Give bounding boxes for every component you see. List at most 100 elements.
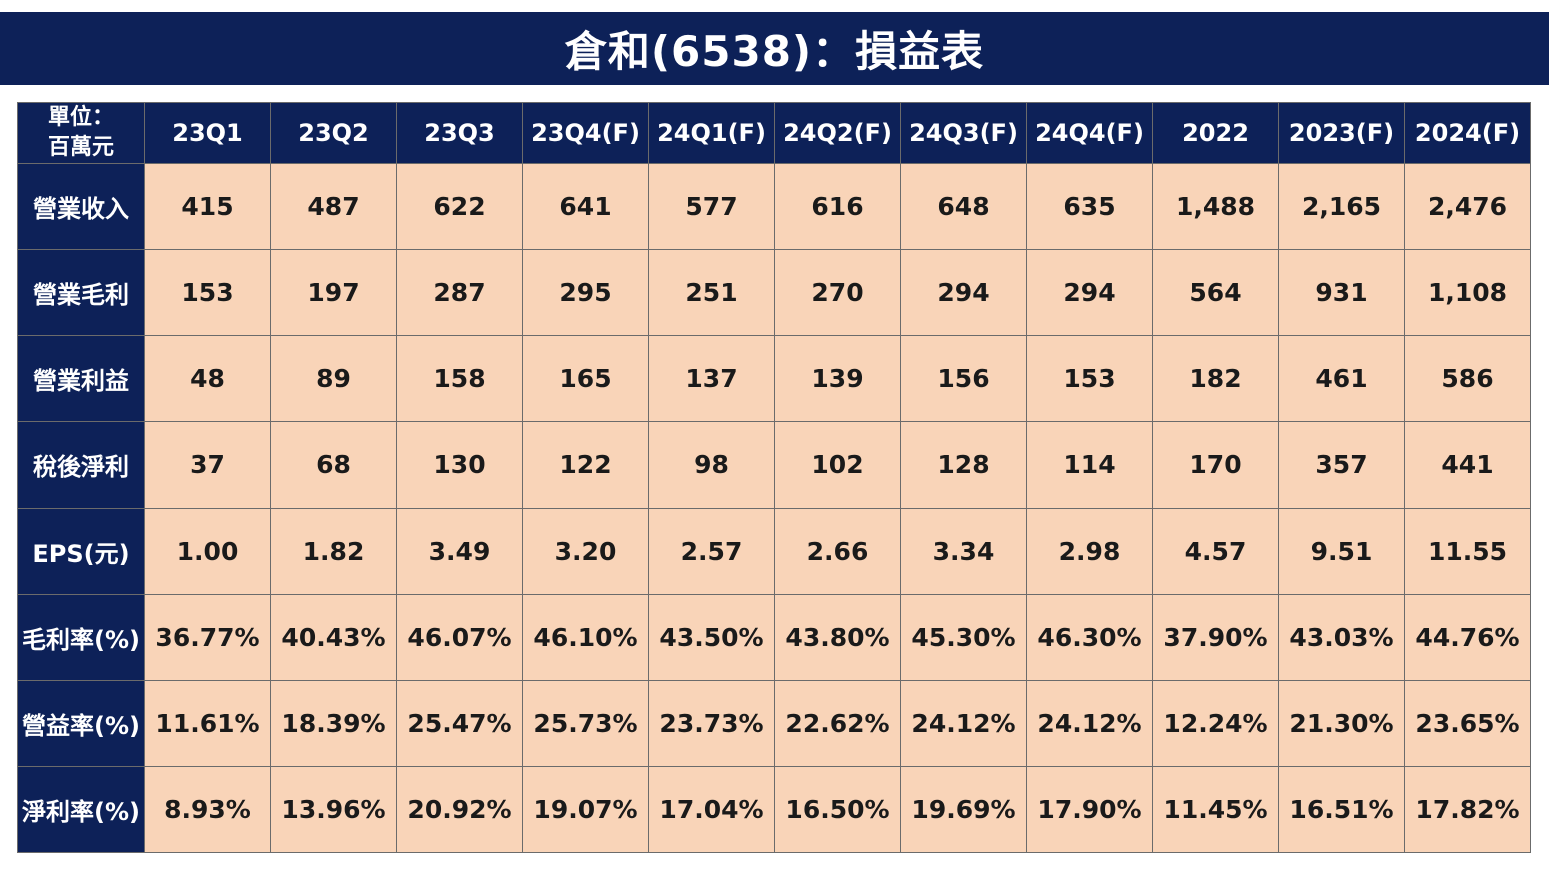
table-cell: 43.80%: [774, 593, 901, 681]
column-header: 23Q2: [270, 102, 397, 164]
table-cell: 170: [1152, 421, 1279, 509]
table-cell: 43.50%: [648, 593, 775, 681]
table-cell: 165: [522, 335, 649, 423]
table-cell: 3.20: [522, 507, 649, 595]
table-cell: 11.45%: [1152, 765, 1279, 854]
table-cell: 616: [774, 162, 901, 251]
table-cell: 931: [1278, 249, 1405, 337]
table-cell: 19.07%: [522, 765, 649, 854]
column-header: 24Q1(F): [648, 102, 775, 164]
table-cell: 114: [1026, 421, 1153, 509]
unit-label-line2: 百萬元: [47, 135, 114, 160]
table-cell: 44.76%: [1404, 593, 1531, 681]
table-cell: 641: [522, 162, 649, 251]
table-cell: 635: [1026, 162, 1153, 251]
table-cell: 17.82%: [1404, 765, 1531, 854]
table-cell: 1,488: [1152, 162, 1279, 251]
table-cell: 287: [396, 249, 523, 337]
table-cell: 4.57: [1152, 507, 1279, 595]
table-cell: 18.39%: [270, 679, 397, 767]
table-cell: 197: [270, 249, 397, 337]
table-cell: 17.04%: [648, 765, 775, 854]
table-cell: 1.00: [144, 507, 271, 595]
table-cell: 21.30%: [1278, 679, 1405, 767]
table-cell: 153: [1026, 335, 1153, 423]
table-cell: 441: [1404, 421, 1531, 509]
row-label: EPS(元): [17, 507, 145, 595]
table-cell: 11.55: [1404, 507, 1531, 595]
table-cell: 46.10%: [522, 593, 649, 681]
table-cell: 25.47%: [396, 679, 523, 767]
table-cell: 19.69%: [900, 765, 1027, 854]
table-cell: 586: [1404, 335, 1531, 423]
table-cell: 622: [396, 162, 523, 251]
table-row: EPS(元) 1.00 1.82 3.49 3.20 2.57 2.66 3.34 2.98 4.…: [17, 507, 1531, 595]
row-label: 營益率(%): [17, 679, 145, 767]
column-header: 24Q3(F): [900, 102, 1027, 164]
table-cell: 2.66: [774, 507, 901, 595]
table-cell: 13.96%: [270, 765, 397, 854]
table-cell: 251: [648, 249, 775, 337]
row-label: 稅後淨利: [17, 421, 145, 509]
table-row: 營益率(%) 11.61% 18.39% 25.47% 25.73% 23.73% 22.6…: [17, 679, 1531, 767]
table-row: 淨利率(%) 8.93% 13.96% 20.92% 19.07% 17.04% 16.50…: [17, 765, 1531, 854]
page-title: 倉和(6538)：損益表: [0, 12, 1549, 85]
table-cell: 17.90%: [1026, 765, 1153, 854]
table-cell: 43.03%: [1278, 593, 1405, 681]
table-cell: 48: [144, 335, 271, 423]
table-cell: 2,476: [1404, 162, 1531, 251]
table-cell: 89: [270, 335, 397, 423]
table-cell: 37.90%: [1152, 593, 1279, 681]
column-header: 2022: [1152, 102, 1279, 164]
table-cell: 2.57: [648, 507, 775, 595]
table-header-row: 單位： 百萬元 23Q1 23Q2 23Q3 23Q4(F) 24Q1(F) 24Q2(F…: [17, 102, 1531, 164]
column-header: 24Q4(F): [1026, 102, 1153, 164]
table-cell: 156: [900, 335, 1027, 423]
table-cell: 16.51%: [1278, 765, 1405, 854]
table-cell: 3.49: [396, 507, 523, 595]
table-cell: 270: [774, 249, 901, 337]
table-cell: 295: [522, 249, 649, 337]
table-cell: 22.62%: [774, 679, 901, 767]
table-cell: 8.93%: [144, 765, 271, 854]
column-header: 2024(F): [1404, 102, 1531, 164]
table-cell: 11.61%: [144, 679, 271, 767]
table-cell: 24.12%: [1026, 679, 1153, 767]
table-cell: 102: [774, 421, 901, 509]
table-cell: 98: [648, 421, 775, 509]
table-cell: 182: [1152, 335, 1279, 423]
table-cell: 137: [648, 335, 775, 423]
table-cell: 357: [1278, 421, 1405, 509]
table-cell: 45.30%: [900, 593, 1027, 681]
column-header: 23Q1: [144, 102, 271, 164]
table-cell: 564: [1152, 249, 1279, 337]
table-cell: 9.51: [1278, 507, 1405, 595]
table-cell: 294: [1026, 249, 1153, 337]
table-row: 毛利率(%) 36.77% 40.43% 46.07% 46.10% 43.50% 43.8…: [17, 593, 1531, 681]
row-label: 淨利率(%): [17, 765, 145, 854]
table-cell: 12.24%: [1152, 679, 1279, 767]
table-cell: 25.73%: [522, 679, 649, 767]
row-label: 營業收入: [17, 162, 145, 251]
table-cell: 415: [144, 162, 271, 251]
table-cell: 128: [900, 421, 1027, 509]
table-cell: 46.07%: [396, 593, 523, 681]
table-cell: 2.98: [1026, 507, 1153, 595]
table-cell: 648: [900, 162, 1027, 251]
column-header: 23Q3: [396, 102, 523, 164]
table-cell: 23.73%: [648, 679, 775, 767]
table-cell: 577: [648, 162, 775, 251]
unit-label-line1: 單位：: [47, 105, 114, 130]
table-body: 營業收入 415 487 622 641 577 616 648 635 1,488 2,165 2,…: [17, 162, 1531, 854]
table-cell: 487: [270, 162, 397, 251]
column-header: 24Q2(F): [774, 102, 901, 164]
table-cell: 20.92%: [396, 765, 523, 854]
table-cell: 36.77%: [144, 593, 271, 681]
table-cell: 158: [396, 335, 523, 423]
table-cell: 1,108: [1404, 249, 1531, 337]
table-cell: 46.30%: [1026, 593, 1153, 681]
income-statement-table: 單位： 百萬元 23Q1 23Q2 23Q3 23Q4(F) 24Q1(F) 24Q2(F…: [17, 102, 1531, 854]
row-label: 毛利率(%): [17, 593, 145, 681]
column-header: 2023(F): [1278, 102, 1405, 164]
table-cell: 3.34: [900, 507, 1027, 595]
